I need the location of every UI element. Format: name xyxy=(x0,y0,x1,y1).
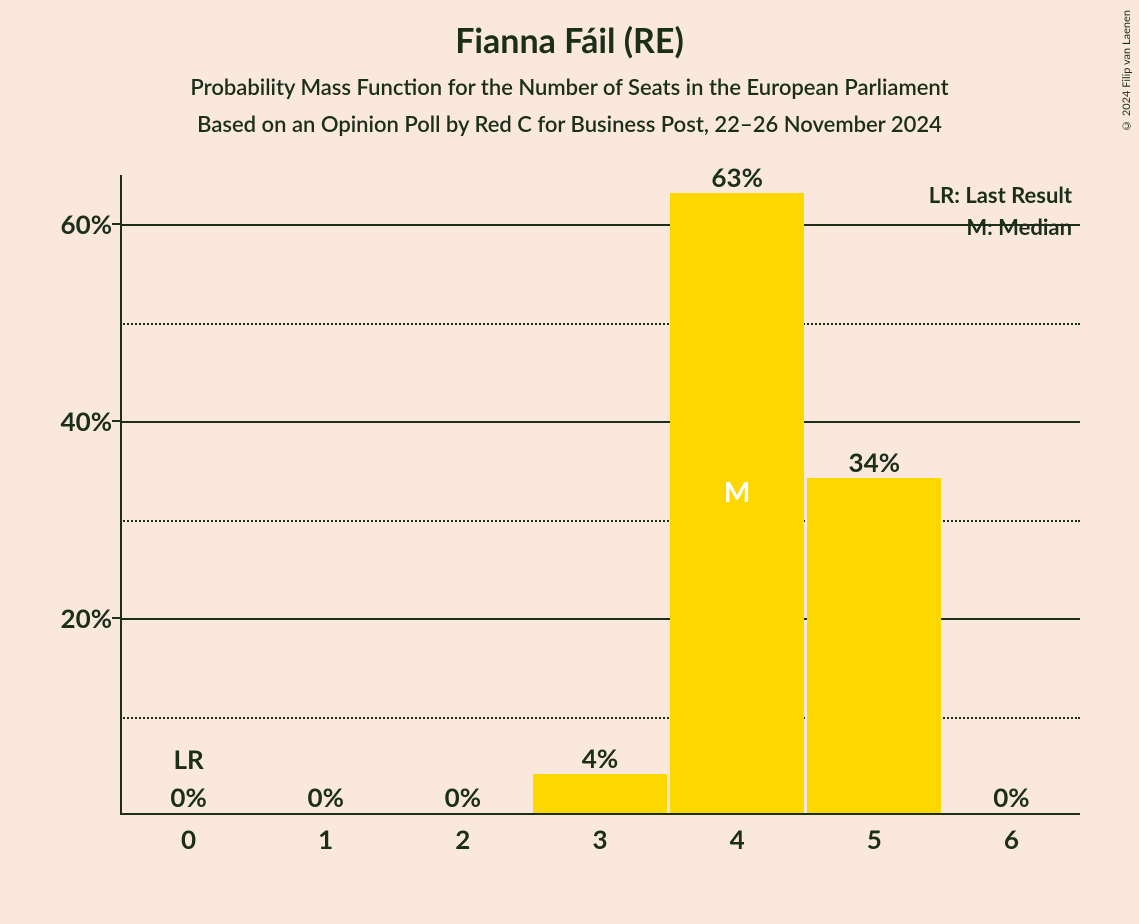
gridline-major xyxy=(120,224,1080,226)
x-axis xyxy=(120,813,1080,815)
chart-plot-area: 20%40%60%00%LR10%20%34%463%M534%60%LR: L… xyxy=(120,175,1080,815)
x-axis-label: 1 xyxy=(257,823,394,855)
x-axis-label: 5 xyxy=(806,823,943,855)
x-axis-label: 6 xyxy=(943,823,1080,855)
bar-value-label: 4% xyxy=(532,742,669,774)
gridline-major xyxy=(120,421,1080,423)
y-axis xyxy=(120,175,122,815)
x-axis-label: 0 xyxy=(120,823,257,855)
median-annotation: M xyxy=(669,474,806,508)
y-axis-label: 40% xyxy=(32,405,112,437)
chart-subtitle-2: Based on an Opinion Poll by Red C for Bu… xyxy=(0,110,1139,137)
x-axis-label: 2 xyxy=(394,823,531,855)
y-tick xyxy=(112,420,120,422)
bar-value-label: 0% xyxy=(943,781,1080,813)
bar-value-label: 34% xyxy=(806,446,943,478)
gridline-minor xyxy=(120,323,1080,325)
chart-subtitle-1: Probability Mass Function for the Number… xyxy=(0,73,1139,100)
bar-value-label: 0% xyxy=(120,781,257,813)
bar xyxy=(533,774,667,813)
chart-title: Fianna Fáil (RE) xyxy=(0,20,1139,61)
legend-lr: LR: Last Result xyxy=(929,181,1072,208)
bar-value-label: 0% xyxy=(394,781,531,813)
legend-median: M: Median xyxy=(966,213,1072,240)
bar-value-label: 0% xyxy=(257,781,394,813)
x-axis-label: 4 xyxy=(669,823,806,855)
x-axis-label: 3 xyxy=(532,823,669,855)
y-tick xyxy=(112,617,120,619)
bar xyxy=(807,478,941,813)
bar-value-label: 63% xyxy=(669,161,806,193)
copyright-text: © 2024 Filip van Laenen xyxy=(1120,10,1133,132)
y-tick xyxy=(112,223,120,225)
lr-annotation: LR xyxy=(120,743,257,775)
y-axis-label: 60% xyxy=(32,208,112,240)
y-axis-label: 20% xyxy=(32,602,112,634)
